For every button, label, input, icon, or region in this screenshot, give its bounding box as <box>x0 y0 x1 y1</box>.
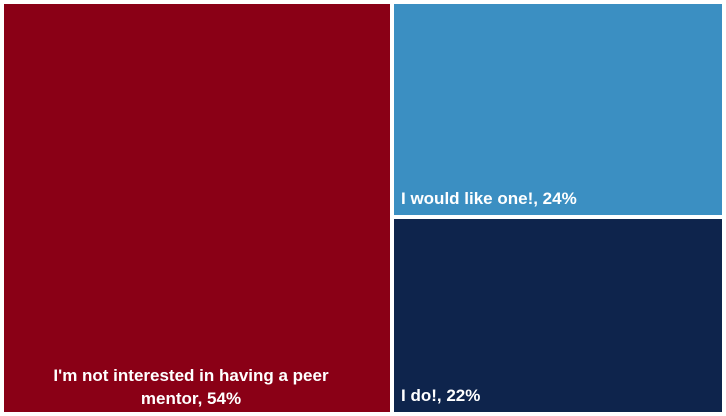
treemap-tile-i-do <box>394 219 722 412</box>
treemap-tile-i-would-like-one <box>394 4 722 215</box>
treemap-tile-i-m-not-interested-in-having-a-peer-mentor <box>4 4 390 412</box>
tile-label-i-do: I do!, 22% <box>401 386 480 405</box>
tile-label-i-would-like-one: I would like one!, 24% <box>401 189 577 208</box>
treemap-labels: I'm not interested in having a peer mento… <box>53 189 576 408</box>
tile-label-i-m-not-interested-in-having-a-peer-mentor: I'm not interested in having a peer mento… <box>53 366 329 408</box>
treemap-tiles <box>4 4 722 412</box>
